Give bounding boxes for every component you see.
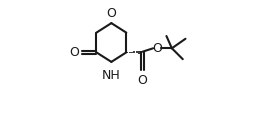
- Text: O: O: [106, 7, 116, 20]
- Text: NH: NH: [101, 69, 120, 82]
- Text: O: O: [69, 46, 79, 59]
- Text: O: O: [152, 42, 162, 55]
- Text: O: O: [138, 74, 148, 87]
